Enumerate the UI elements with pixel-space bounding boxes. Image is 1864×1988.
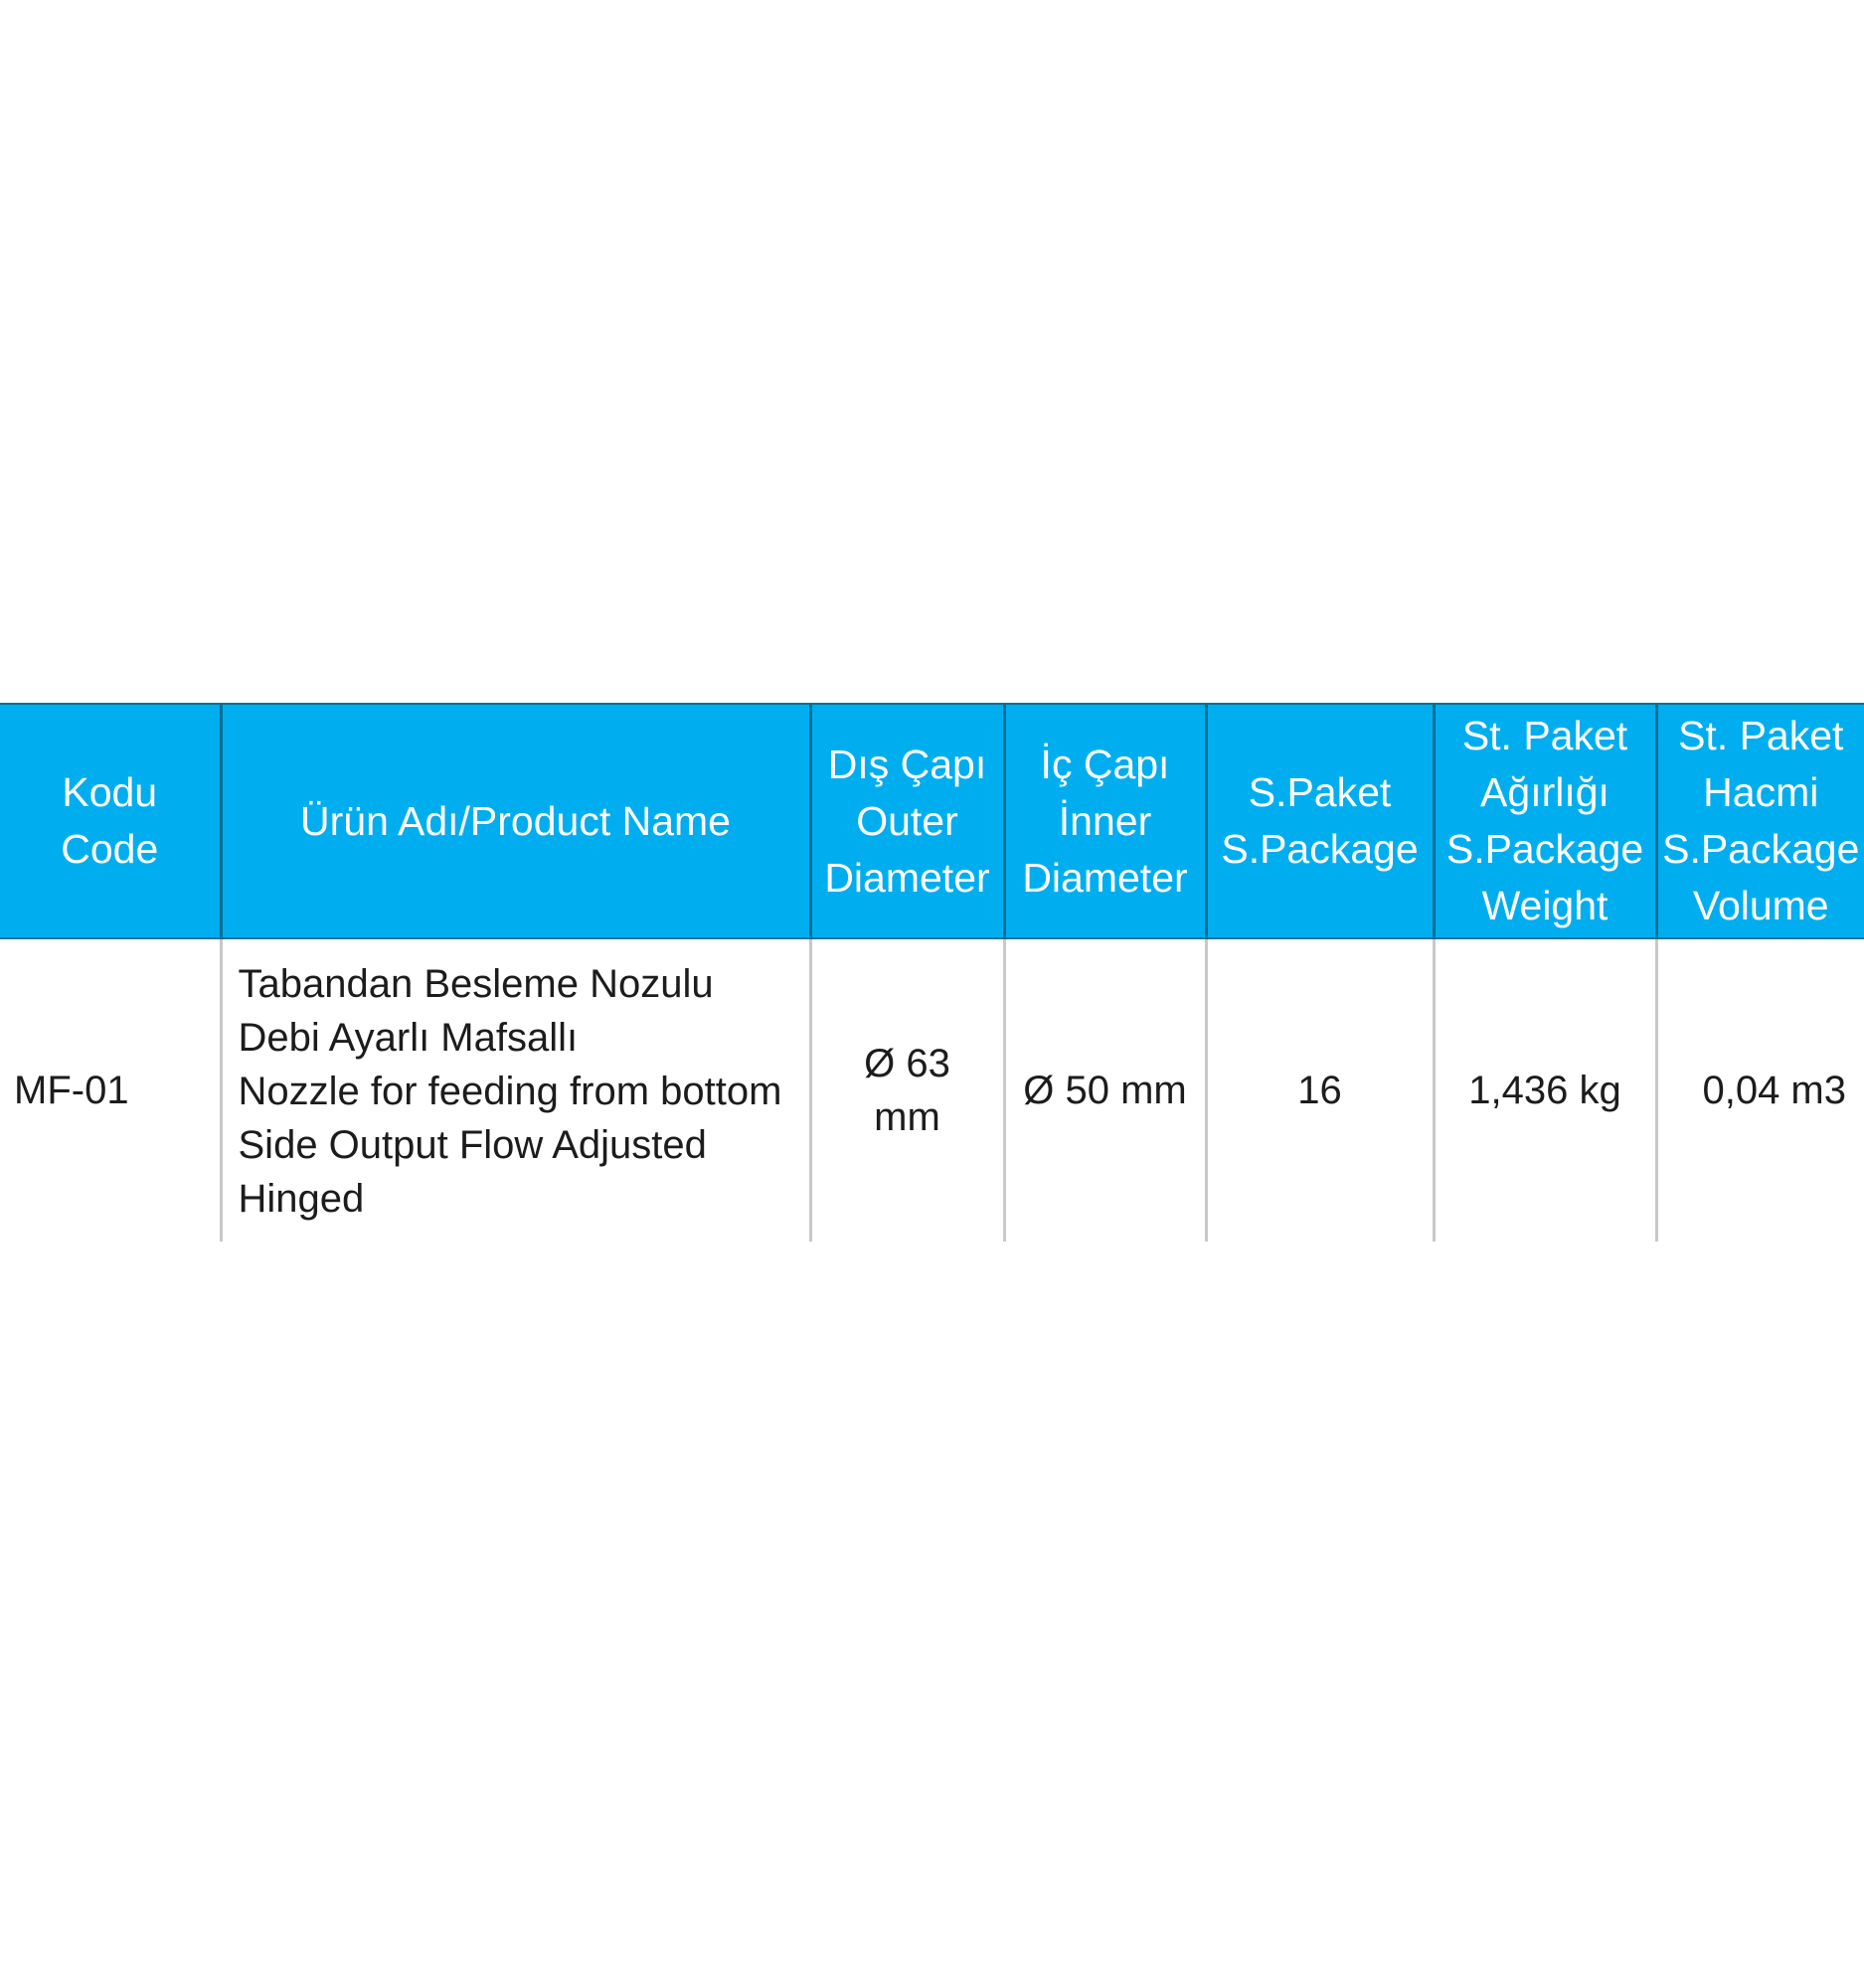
header-package-weight-line: Weight (1481, 883, 1609, 928)
header-inner-diameter: İç Çapı İnner Diameter (1002, 703, 1206, 939)
cell-package: 16 (1204, 938, 1434, 1242)
header-package-volume-line: St. Paket (1678, 713, 1844, 758)
outer-diameter-line: Ø 63 (864, 1042, 950, 1085)
header-outer-diameter-line: Dış Çapı (827, 741, 987, 787)
outer-diameter-line: mm (874, 1095, 940, 1139)
header-package-weight-line: Ağırlığı (1480, 769, 1610, 815)
header-inner-diameter-line: İç Çapı (1040, 741, 1170, 787)
header-package-volume-line: Volume (1692, 883, 1829, 928)
product-name-line: Nozzle for feeding from bottom (238, 1070, 782, 1113)
cell-product-name: Tabandan Besleme Nozulu Debi Ayarlı Mafs… (219, 938, 810, 1242)
header-code: Kodu Code (0, 703, 221, 939)
header-outer-diameter-line: Outer (856, 797, 958, 844)
product-name-line: Side Output Flow Adjusted (238, 1123, 707, 1167)
header-package-weight: St. Paket Ağırlığı S.Package Weight (1432, 703, 1656, 939)
table-row: MF-01 Tabandan Besleme Nozulu Debi Ayarl… (0, 938, 1864, 1242)
header-product-name-line: Ürün Adı/Product Name (300, 797, 731, 844)
cell-code: MF-01 (0, 938, 221, 1242)
cell-outer-diameter: Ø 63 mm (808, 938, 1004, 1242)
table-header: Kodu Code Ürün Adı/Product Name Dış Çapı… (0, 703, 1864, 939)
header-package-weight-line: St. Paket (1461, 713, 1628, 758)
header-package-volume: St. Paket Hacmi S.Package Volume (1654, 703, 1864, 939)
header-inner-diameter-line: Diameter (1022, 854, 1188, 901)
cell-package-volume: 0,04 m3 (1654, 938, 1864, 1242)
header-outer-diameter-line: Diameter (824, 854, 990, 901)
header-code-line: Code (61, 826, 159, 872)
product-spec-table: Kodu Code Ürün Adı/Product Name Dış Çapı… (0, 703, 1864, 1242)
header-package-line: S.Paket (1248, 769, 1392, 815)
product-name-line: Hinged (238, 1177, 365, 1221)
cell-inner-diameter: Ø 50 mm (1002, 938, 1206, 1242)
header-package-line: S.Package (1221, 826, 1419, 872)
product-name-line: Tabandan Besleme Nozulu (238, 962, 714, 1006)
header-package-volume-line: Hacmi (1703, 769, 1819, 815)
header-package-volume-line: S.Package (1662, 826, 1860, 872)
cell-package-weight: 1,436 kg (1432, 938, 1656, 1242)
header-outer-diameter: Dış Çapı Outer Diameter (808, 703, 1004, 939)
header-product-name: Ürün Adı/Product Name (219, 703, 810, 939)
table-body: MF-01 Tabandan Besleme Nozulu Debi Ayarl… (0, 938, 1864, 1242)
header-package-weight-line: S.Package (1445, 826, 1644, 872)
header-code-line: Kodu (62, 769, 158, 815)
product-name-line: Debi Ayarlı Mafsallı (238, 1016, 579, 1060)
header-inner-diameter-line: İnner (1058, 797, 1152, 844)
header-row: Kodu Code Ürün Adı/Product Name Dış Çapı… (0, 703, 1864, 939)
header-package: S.Paket S.Package (1204, 703, 1434, 939)
